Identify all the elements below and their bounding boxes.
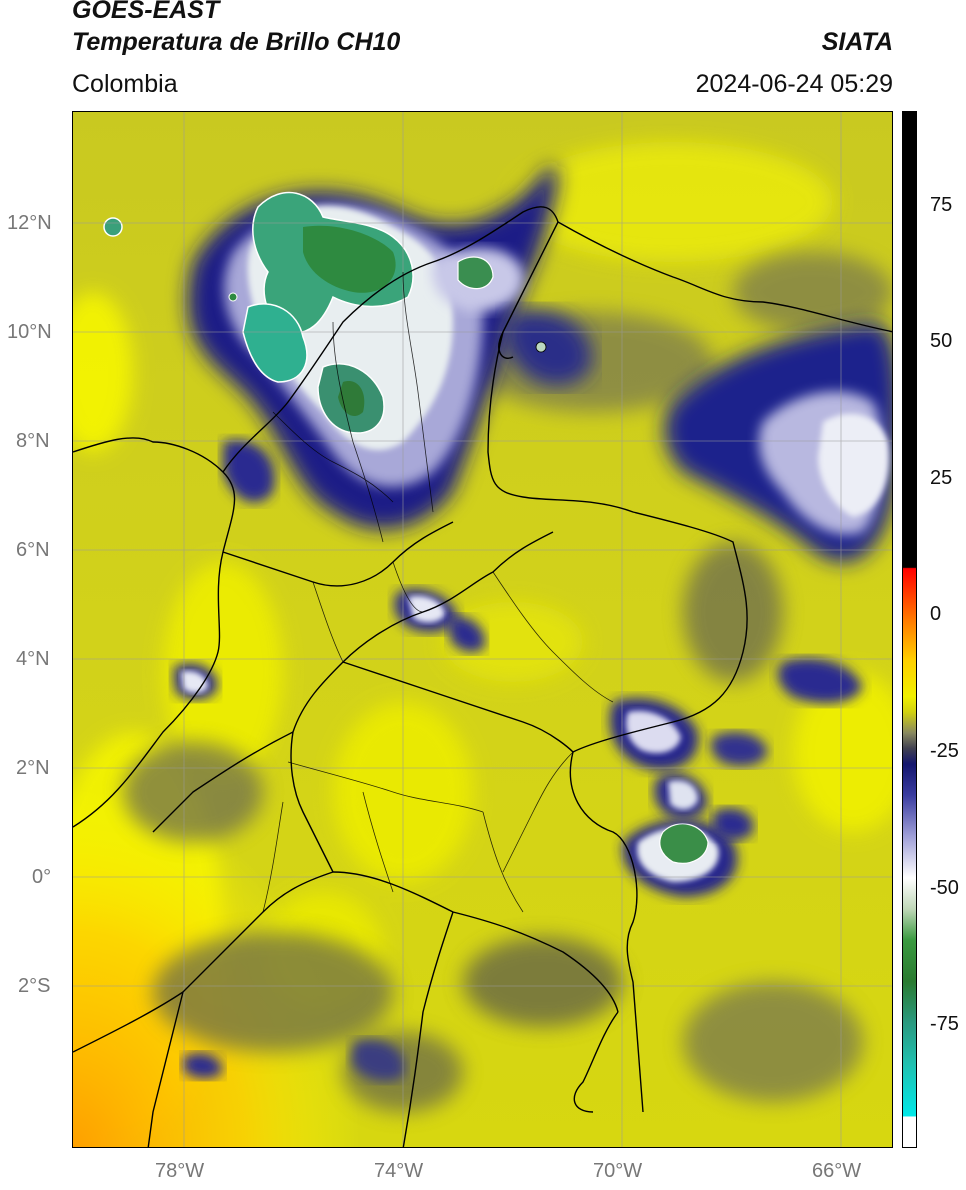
caribbean-islands bbox=[103, 217, 547, 353]
lon-label-70w: 70°W bbox=[593, 1160, 643, 1182]
lat-label-8n: 8°N bbox=[16, 430, 50, 452]
department-borders bbox=[262, 271, 614, 913]
caribbean-storm bbox=[187, 165, 558, 530]
colorbar-gradient bbox=[903, 112, 916, 1147]
colorbar-tick-25: 25 bbox=[930, 467, 953, 489]
lon-label-66w: 66°W bbox=[812, 1160, 862, 1182]
colorbar-tick-minus50: -50 bbox=[930, 877, 959, 899]
map-canvas bbox=[73, 112, 892, 1147]
colorbar-tick-50: 50 bbox=[930, 330, 953, 352]
lat-label-6n: 6°N bbox=[16, 539, 50, 561]
colorbar-tick-minus25: -25 bbox=[930, 740, 959, 762]
lat-label-2n: 2°N bbox=[16, 757, 50, 779]
lat-label-10n: 10°N bbox=[7, 321, 52, 343]
satellite-map[interactable] bbox=[72, 111, 893, 1148]
coastline-borders bbox=[73, 206, 892, 1147]
colorbar-tick-0: 0 bbox=[930, 603, 942, 625]
eastern-cloud-band bbox=[504, 309, 892, 563]
agency-label: SIATA bbox=[821, 28, 893, 56]
datetime-label: 2024-06-24 05:29 bbox=[695, 70, 893, 98]
lat-label-12n: 12°N bbox=[7, 212, 52, 234]
region-label: Colombia bbox=[72, 70, 178, 98]
lat-label-0: 0° bbox=[32, 866, 52, 888]
product-title: Temperatura de Brillo CH10 bbox=[72, 28, 401, 56]
lon-label-74w: 74°W bbox=[374, 1160, 424, 1182]
satellite-title: GOES-EAST bbox=[72, 0, 220, 24]
colorbar-tick-minus75: -75 bbox=[930, 1013, 959, 1035]
colorbar-tick-75: 75 bbox=[930, 194, 953, 216]
lat-label-2s: 2°S bbox=[18, 975, 51, 997]
lat-label-4n: 4°N bbox=[16, 648, 50, 670]
lon-label-78w: 78°W bbox=[155, 1160, 205, 1182]
colorbar bbox=[902, 111, 917, 1148]
